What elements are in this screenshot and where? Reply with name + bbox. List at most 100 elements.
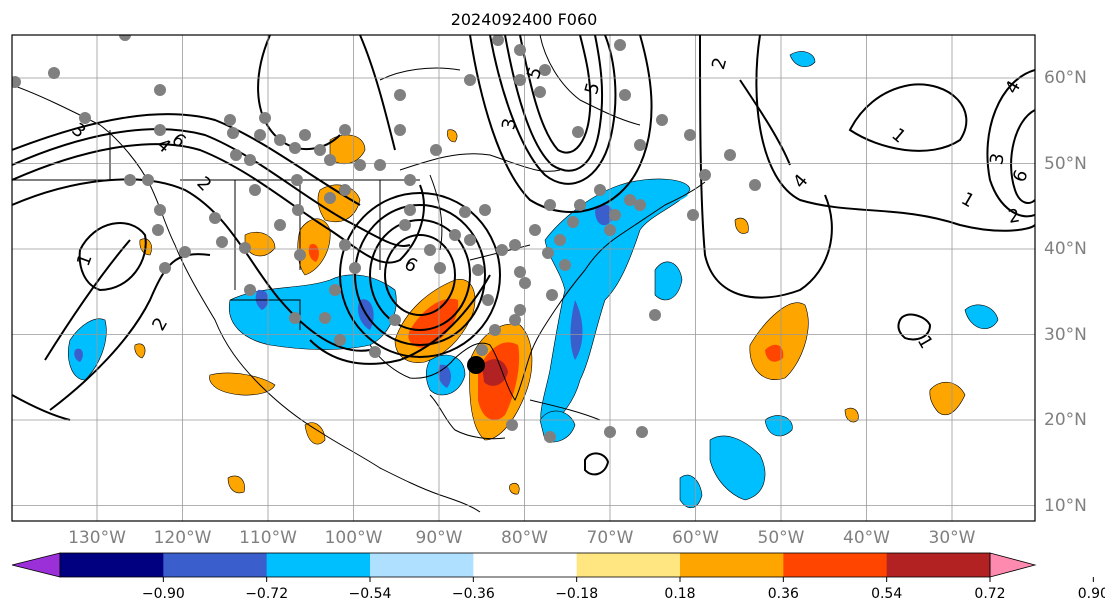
field-orange-atl1 — [749, 302, 809, 380]
station-dot — [374, 159, 386, 171]
station-dot — [542, 247, 554, 259]
colorbar-tick-label: 0.54 — [871, 586, 903, 602]
colorbar-extend-max — [989, 552, 1037, 578]
station-dot — [544, 199, 556, 211]
station-dot — [294, 249, 306, 261]
station-dot — [244, 154, 256, 166]
colorbar-outline — [59, 552, 991, 578]
station-dots — [12, 35, 761, 443]
contour-label: 1 — [913, 332, 937, 352]
lat-tick-label: 20°N — [1044, 410, 1087, 430]
station-dot — [749, 179, 761, 191]
station-dot — [687, 209, 699, 221]
station-dot — [636, 426, 648, 438]
station-dot — [259, 112, 271, 124]
field-orange-epac — [304, 422, 326, 445]
station-dot — [124, 174, 136, 186]
station-dot — [152, 224, 164, 236]
station-dot — [514, 266, 526, 278]
map-frame — [11, 34, 1036, 522]
station-dot — [394, 89, 406, 101]
station-dot — [572, 126, 584, 138]
colorbar-extend-min — [11, 552, 61, 578]
station-dot — [529, 224, 541, 236]
station-dot — [509, 314, 521, 326]
station-dot — [574, 199, 586, 211]
station-dot — [496, 244, 508, 256]
anomaly-fields — [68, 51, 999, 508]
station-dot — [649, 309, 661, 321]
station-dot — [324, 192, 336, 204]
station-dot — [482, 294, 494, 306]
colorbar-segment — [60, 553, 164, 577]
field-orange-atl4 — [734, 217, 749, 234]
colorbar-segment — [576, 553, 681, 577]
station-dot — [254, 129, 266, 141]
field-red-plains — [308, 243, 319, 262]
station-dot — [699, 169, 711, 181]
station-dot — [464, 234, 476, 246]
contour-label: 1 — [958, 188, 978, 212]
field-orange-epac2 — [227, 475, 245, 494]
station-dot — [334, 334, 346, 346]
station-dot — [724, 149, 736, 161]
station-dot — [154, 204, 166, 216]
station-dot — [292, 204, 304, 216]
station-dot — [239, 242, 251, 254]
station-dot — [119, 35, 131, 41]
lon-tick-label: 70°W — [586, 528, 634, 548]
colorbar-tick-label: −0.18 — [555, 586, 599, 602]
station-dot — [274, 219, 286, 231]
station-dot — [609, 209, 621, 221]
station-dot — [339, 184, 351, 196]
storm-center-marker — [467, 356, 485, 374]
contour-label: 6 — [167, 129, 189, 152]
contour-label: 2 — [708, 55, 731, 71]
station-dot — [554, 234, 566, 246]
colorbar-segment — [163, 553, 268, 577]
station-dot — [539, 64, 551, 76]
station-dot — [492, 35, 504, 46]
contour-label: 1 — [73, 251, 97, 269]
station-dot — [567, 216, 579, 228]
station-dot — [684, 129, 696, 141]
station-dot — [339, 124, 351, 136]
colorbar-tick-label: −0.54 — [348, 586, 392, 602]
field-cyan-eastcoast — [540, 178, 691, 431]
colorbar-segment — [886, 553, 991, 577]
colorbar-tick-label: −0.90 — [141, 586, 185, 602]
station-dot — [329, 284, 341, 296]
station-dot — [314, 144, 326, 156]
station-dot — [159, 262, 171, 274]
station-dot — [604, 426, 616, 438]
station-dot — [339, 239, 351, 251]
lon-tick-label: 90°W — [415, 528, 463, 548]
map-title: 2024092400 F060 — [450, 10, 598, 29]
station-dot — [614, 39, 626, 51]
station-dot — [514, 304, 526, 316]
station-dot — [430, 144, 442, 156]
station-dot — [464, 74, 476, 86]
station-dot — [489, 324, 501, 336]
lat-tick-label: 10°N — [1044, 495, 1087, 516]
station-dot — [656, 114, 668, 126]
field-orange-pac2 — [134, 343, 146, 359]
field-orange-canada — [447, 129, 458, 143]
contour-label: 1 — [887, 124, 909, 147]
station-dot — [289, 142, 301, 154]
lon-tick-label: 120°W — [153, 528, 212, 548]
field-cyan-atl3 — [654, 261, 683, 301]
colorbar-segment — [783, 553, 888, 577]
lat-tick-label: 30°N — [1044, 324, 1087, 345]
station-dot — [12, 76, 21, 88]
field-darkred-florida — [482, 359, 508, 386]
station-dot — [619, 89, 631, 101]
colorbar-segment — [266, 553, 371, 577]
field-blue-pacific — [74, 348, 83, 362]
lat-tick-label: 60°N — [1044, 68, 1087, 88]
lon-tick-label: 50°W — [757, 528, 805, 548]
station-dot — [559, 259, 571, 271]
station-dot — [514, 44, 526, 56]
colorbar-tick-label: 0.18 — [664, 586, 696, 602]
contour-label: 2 — [1007, 205, 1022, 228]
